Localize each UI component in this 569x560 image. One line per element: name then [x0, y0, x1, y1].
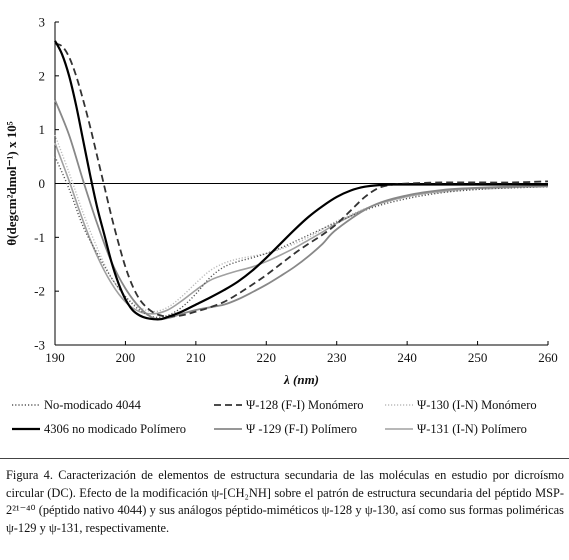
- x-tick-label: 240: [397, 350, 417, 365]
- y-tick-label: -2: [34, 284, 45, 299]
- y-tick-label: 2: [39, 68, 46, 83]
- y-axis-title: θ(degcm²dmol⁻¹) x 10⁵: [4, 121, 19, 245]
- series-line-0: [54, 156, 549, 319]
- legend-label-0: No-modicado 4044: [44, 398, 142, 412]
- x-tick-label: 220: [257, 350, 277, 365]
- legend-label-1: 4306 no modicado Polímero: [44, 422, 186, 436]
- x-axis-title: λ (nm): [283, 372, 319, 387]
- caption-divider: [0, 458, 569, 560]
- x-tick-label: 260: [538, 350, 558, 365]
- series-line-3: [54, 99, 549, 320]
- legend-label-3: Ψ -129 (F-I) Polímero: [246, 422, 357, 436]
- figure-caption: Figura 4. Caracterización de elementos d…: [6, 468, 564, 535]
- y-tick-label: -1: [34, 230, 45, 245]
- legend-label-2: Ψ-128 (F-I) Monómero: [246, 398, 364, 412]
- y-tick-label: 3: [39, 15, 46, 30]
- x-tick-label: 210: [186, 350, 206, 365]
- series-line-1: [54, 40, 548, 321]
- y-tick-label: 1: [39, 122, 46, 137]
- x-tick-label: 250: [468, 350, 488, 365]
- legend-label-4: Ψ-130 (I-N) Monómero: [417, 398, 537, 412]
- series-line-5: [54, 142, 549, 315]
- x-tick-label: 200: [116, 350, 136, 365]
- y-tick-label: -3: [34, 338, 45, 353]
- x-tick-label: 230: [327, 350, 347, 365]
- y-tick-label: 0: [39, 176, 46, 191]
- series-line-2: [54, 42, 549, 318]
- x-tick-label: 190: [45, 350, 65, 365]
- legend-label-5: Ψ-131 (I-N) Polímero: [417, 422, 527, 436]
